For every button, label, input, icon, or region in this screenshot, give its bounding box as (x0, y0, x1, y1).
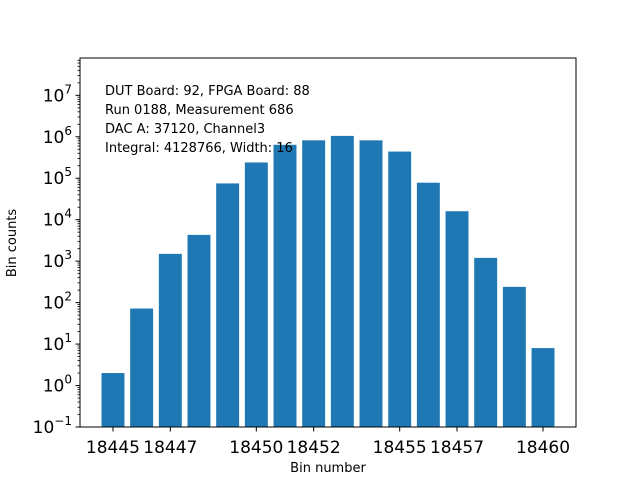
bar-18450 (244, 162, 268, 427)
y-tick-label: 106 (43, 124, 72, 148)
y-tick-label: 103 (43, 248, 72, 272)
bar-18451 (273, 144, 297, 427)
y-tick-label: 104 (43, 207, 72, 231)
bar-18459 (502, 286, 526, 427)
x-tick-label: 18457 (430, 438, 484, 458)
bar-18454 (359, 140, 383, 427)
y-tick-label: 10−1 (33, 414, 72, 438)
y-axis: 10−1 100 101 102 103 104 105 106 107 (33, 59, 80, 438)
bar-18457 (445, 211, 469, 427)
annotation-line: DAC A: 37120, Channel3 (105, 122, 265, 137)
bar-18453 (330, 135, 354, 427)
y-tick-label: 102 (43, 290, 72, 314)
x-tick-label: 18450 (229, 438, 283, 458)
bar-18446 (130, 308, 154, 427)
x-tick-label: 18447 (143, 438, 197, 458)
bar-18458 (474, 257, 498, 427)
bar-18447 (158, 253, 182, 427)
y-tick-label: 100 (43, 373, 72, 397)
annotation-line: DUT Board: 92, FPGA Board: 88 (105, 84, 310, 99)
bar-18448 (187, 234, 211, 427)
x-tick-label: 18445 (86, 438, 140, 458)
annotation-block: DUT Board: 92, FPGA Board: 88 Run 0188, M… (105, 84, 310, 156)
annotation-line: Run 0188, Measurement 686 (105, 103, 294, 118)
bar-18449 (216, 183, 240, 427)
bar-18455 (388, 151, 412, 427)
y-tick-label: 107 (43, 82, 72, 106)
y-axis-label: Bin counts (5, 209, 20, 278)
bar-18445 (101, 373, 125, 427)
bar-18460 (531, 348, 555, 427)
y-tick-label: 105 (43, 165, 72, 189)
bar-18452 (302, 140, 326, 427)
x-tick-label: 18452 (287, 438, 341, 458)
bars-group (101, 135, 555, 427)
x-axis: 18445 18447 18450 18452 18455 18457 18460 (86, 427, 570, 458)
x-axis-label: Bin number (290, 461, 366, 476)
x-tick-label: 18455 (373, 438, 427, 458)
x-tick-label: 18460 (516, 438, 570, 458)
bar-18456 (416, 182, 440, 427)
y-tick-label: 101 (43, 331, 72, 355)
plot-frame (79, 57, 577, 428)
annotation-line: Integral: 4128766, Width: 16 (105, 141, 293, 156)
